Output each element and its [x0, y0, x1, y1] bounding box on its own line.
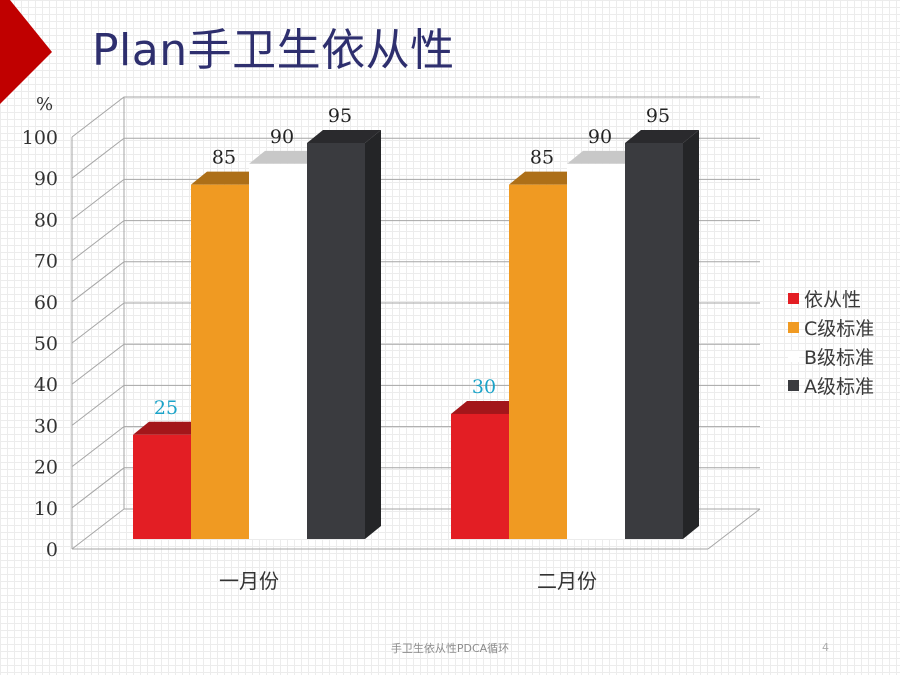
data-label: 95: [646, 105, 670, 127]
bar-top: [249, 150, 323, 164]
y-tick-label: 60: [34, 292, 58, 314]
legend-item: C级标准: [788, 313, 874, 342]
legend-swatch: [788, 380, 799, 391]
bar-top: [567, 150, 641, 164]
bar-side: [365, 130, 381, 539]
floor-right-edge: [707, 508, 761, 550]
data-label: 90: [588, 126, 612, 148]
corner-accent-triangle: [0, 0, 52, 104]
bar-top: [191, 171, 265, 185]
bar-top: [307, 130, 381, 143]
legend-item: 依从性: [788, 284, 874, 313]
bar: [133, 434, 191, 539]
bar-side: [683, 130, 699, 539]
y-tick-label: 70: [34, 251, 58, 273]
legend-label: C级标准: [804, 318, 875, 340]
legend-item: A级标准: [788, 371, 874, 400]
bar-top: [509, 171, 583, 185]
data-label: 25: [154, 397, 178, 419]
data-label: 30: [472, 376, 496, 398]
bar-top: [133, 421, 207, 435]
x-category-label: 二月份: [537, 569, 597, 593]
bar: [191, 184, 249, 539]
bar: [451, 413, 509, 539]
bar: [567, 163, 625, 539]
y-tick-label: 100: [22, 127, 58, 149]
bar: [509, 184, 567, 539]
y-tick-label: 40: [34, 374, 58, 396]
legend-swatch: [788, 293, 799, 304]
y-tick-label: 0: [46, 539, 58, 561]
page-number: 4: [822, 641, 829, 654]
y-axis-label: %: [36, 94, 53, 115]
corner-accent-shape: [0, 0, 52, 104]
y-tick-label: 80: [34, 209, 58, 231]
bar-top: [625, 130, 699, 143]
legend-label: B级标准: [804, 347, 875, 369]
slide-footer: 手卫生依从性PDCA循环: [390, 642, 510, 655]
data-label: 85: [530, 147, 554, 169]
y-tick-label: 30: [34, 415, 58, 437]
y-tick-label: 20: [34, 457, 58, 479]
bar-top: [451, 400, 525, 414]
data-label: 90: [270, 126, 294, 148]
legend-swatch: [788, 322, 799, 333]
bar: [625, 143, 683, 539]
legend-swatch: [788, 351, 799, 362]
bar: [249, 163, 307, 539]
legend-label: 依从性: [804, 289, 862, 311]
slide-title: Plan手卫生依从性: [92, 25, 455, 76]
x-category-label: 一月份: [219, 569, 279, 593]
data-label: 85: [212, 147, 236, 169]
data-label: 95: [328, 105, 352, 127]
y-tick-label: 90: [34, 168, 58, 190]
y-tick-label: 10: [34, 498, 58, 520]
chart-legend: 依从性 C级标准 B级标准 A级标准: [788, 284, 874, 400]
legend-label: A级标准: [804, 376, 874, 398]
y-tick-label: 50: [34, 333, 58, 355]
legend-item: B级标准: [788, 342, 874, 371]
bar: [307, 143, 365, 539]
